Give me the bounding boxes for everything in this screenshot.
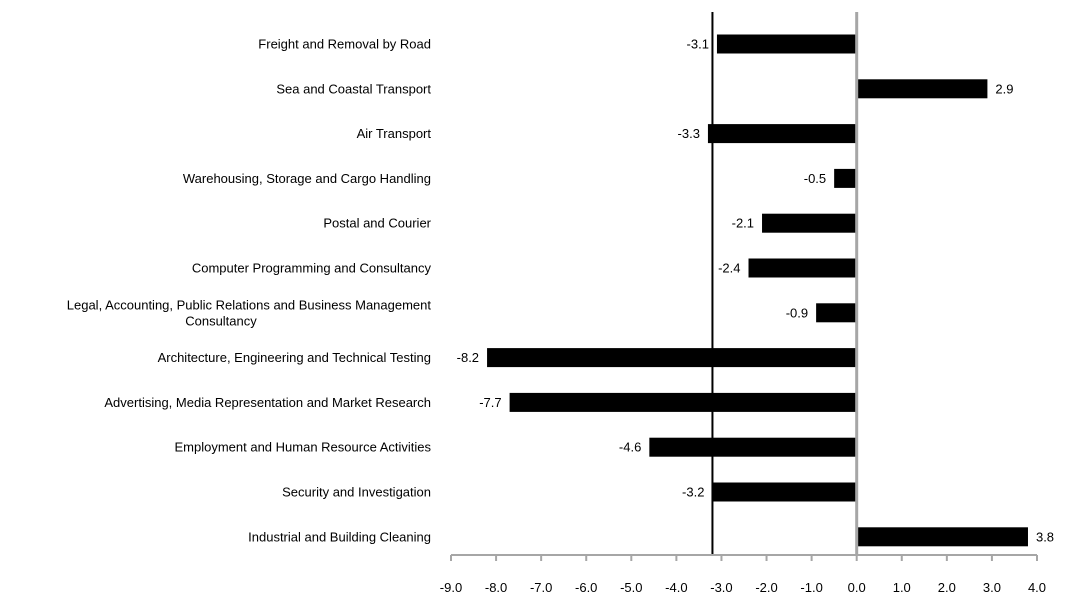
x-tick-label: -3.0 bbox=[710, 580, 732, 595]
x-tick-label: 3.0 bbox=[983, 580, 1001, 595]
x-tick-label: 1.0 bbox=[893, 580, 911, 595]
data-label: -7.7 bbox=[479, 395, 501, 410]
data-label: 3.8 bbox=[1036, 529, 1054, 544]
data-label: -3.1 bbox=[687, 37, 709, 52]
bar bbox=[712, 482, 857, 502]
category-label: Legal, Accounting, Public Relations and … bbox=[67, 297, 432, 312]
x-tick-label: -8.0 bbox=[485, 580, 507, 595]
bars-layer bbox=[487, 34, 1028, 547]
bar bbox=[834, 168, 857, 188]
data-label: -8.2 bbox=[457, 350, 479, 365]
bar bbox=[707, 124, 857, 144]
x-tick-label: -2.0 bbox=[755, 580, 777, 595]
bar bbox=[716, 34, 857, 54]
data-label: -3.3 bbox=[678, 126, 700, 141]
data-label: 2.9 bbox=[995, 81, 1013, 96]
x-tick-label: -6.0 bbox=[575, 580, 597, 595]
bar bbox=[762, 213, 857, 233]
x-tick-label: 2.0 bbox=[938, 580, 956, 595]
bar bbox=[748, 258, 857, 278]
bar bbox=[649, 437, 857, 457]
data-label: -2.4 bbox=[718, 261, 740, 276]
x-tick-label: 4.0 bbox=[1028, 580, 1046, 595]
x-tick-label: -7.0 bbox=[530, 580, 552, 595]
category-label: Air Transport bbox=[357, 126, 432, 141]
axis-layer bbox=[450, 12, 1038, 561]
category-label: Security and Investigation bbox=[282, 485, 431, 500]
category-label: Freight and Removal by Road bbox=[258, 37, 431, 52]
bar bbox=[816, 303, 857, 323]
category-label: Warehousing, Storage and Cargo Handling bbox=[183, 171, 431, 186]
category-label: Computer Programming and Consultancy bbox=[192, 261, 432, 276]
data-label: -0.9 bbox=[786, 305, 808, 320]
bar bbox=[509, 392, 857, 412]
bar bbox=[487, 348, 857, 368]
category-label: Sea and Coastal Transport bbox=[276, 81, 431, 96]
bar bbox=[856, 79, 988, 99]
labels-layer: Freight and Removal by Road -3.1 Sea and C… bbox=[67, 37, 1054, 596]
x-tick-label: -5.0 bbox=[620, 580, 642, 595]
category-label: Employment and Human Resource Activities bbox=[174, 440, 431, 455]
category-label: Advertising, Media Representation and Ma… bbox=[104, 395, 431, 410]
category-label: Industrial and Building Cleaning bbox=[248, 529, 431, 544]
category-label: Consultancy bbox=[185, 313, 257, 328]
data-label: -4.6 bbox=[619, 440, 641, 455]
x-tick-label: 0.0 bbox=[848, 580, 866, 595]
x-tick-label: -4.0 bbox=[665, 580, 687, 595]
data-label: -3.2 bbox=[682, 485, 704, 500]
bar bbox=[856, 527, 1028, 547]
x-tick-label: -1.0 bbox=[800, 580, 822, 595]
x-tick-label: -9.0 bbox=[440, 580, 462, 595]
category-label: Postal and Courier bbox=[323, 216, 431, 231]
data-label: -2.1 bbox=[732, 216, 754, 231]
data-label: -0.5 bbox=[804, 171, 826, 186]
category-label: Architecture, Engineering and Technical … bbox=[158, 350, 431, 365]
